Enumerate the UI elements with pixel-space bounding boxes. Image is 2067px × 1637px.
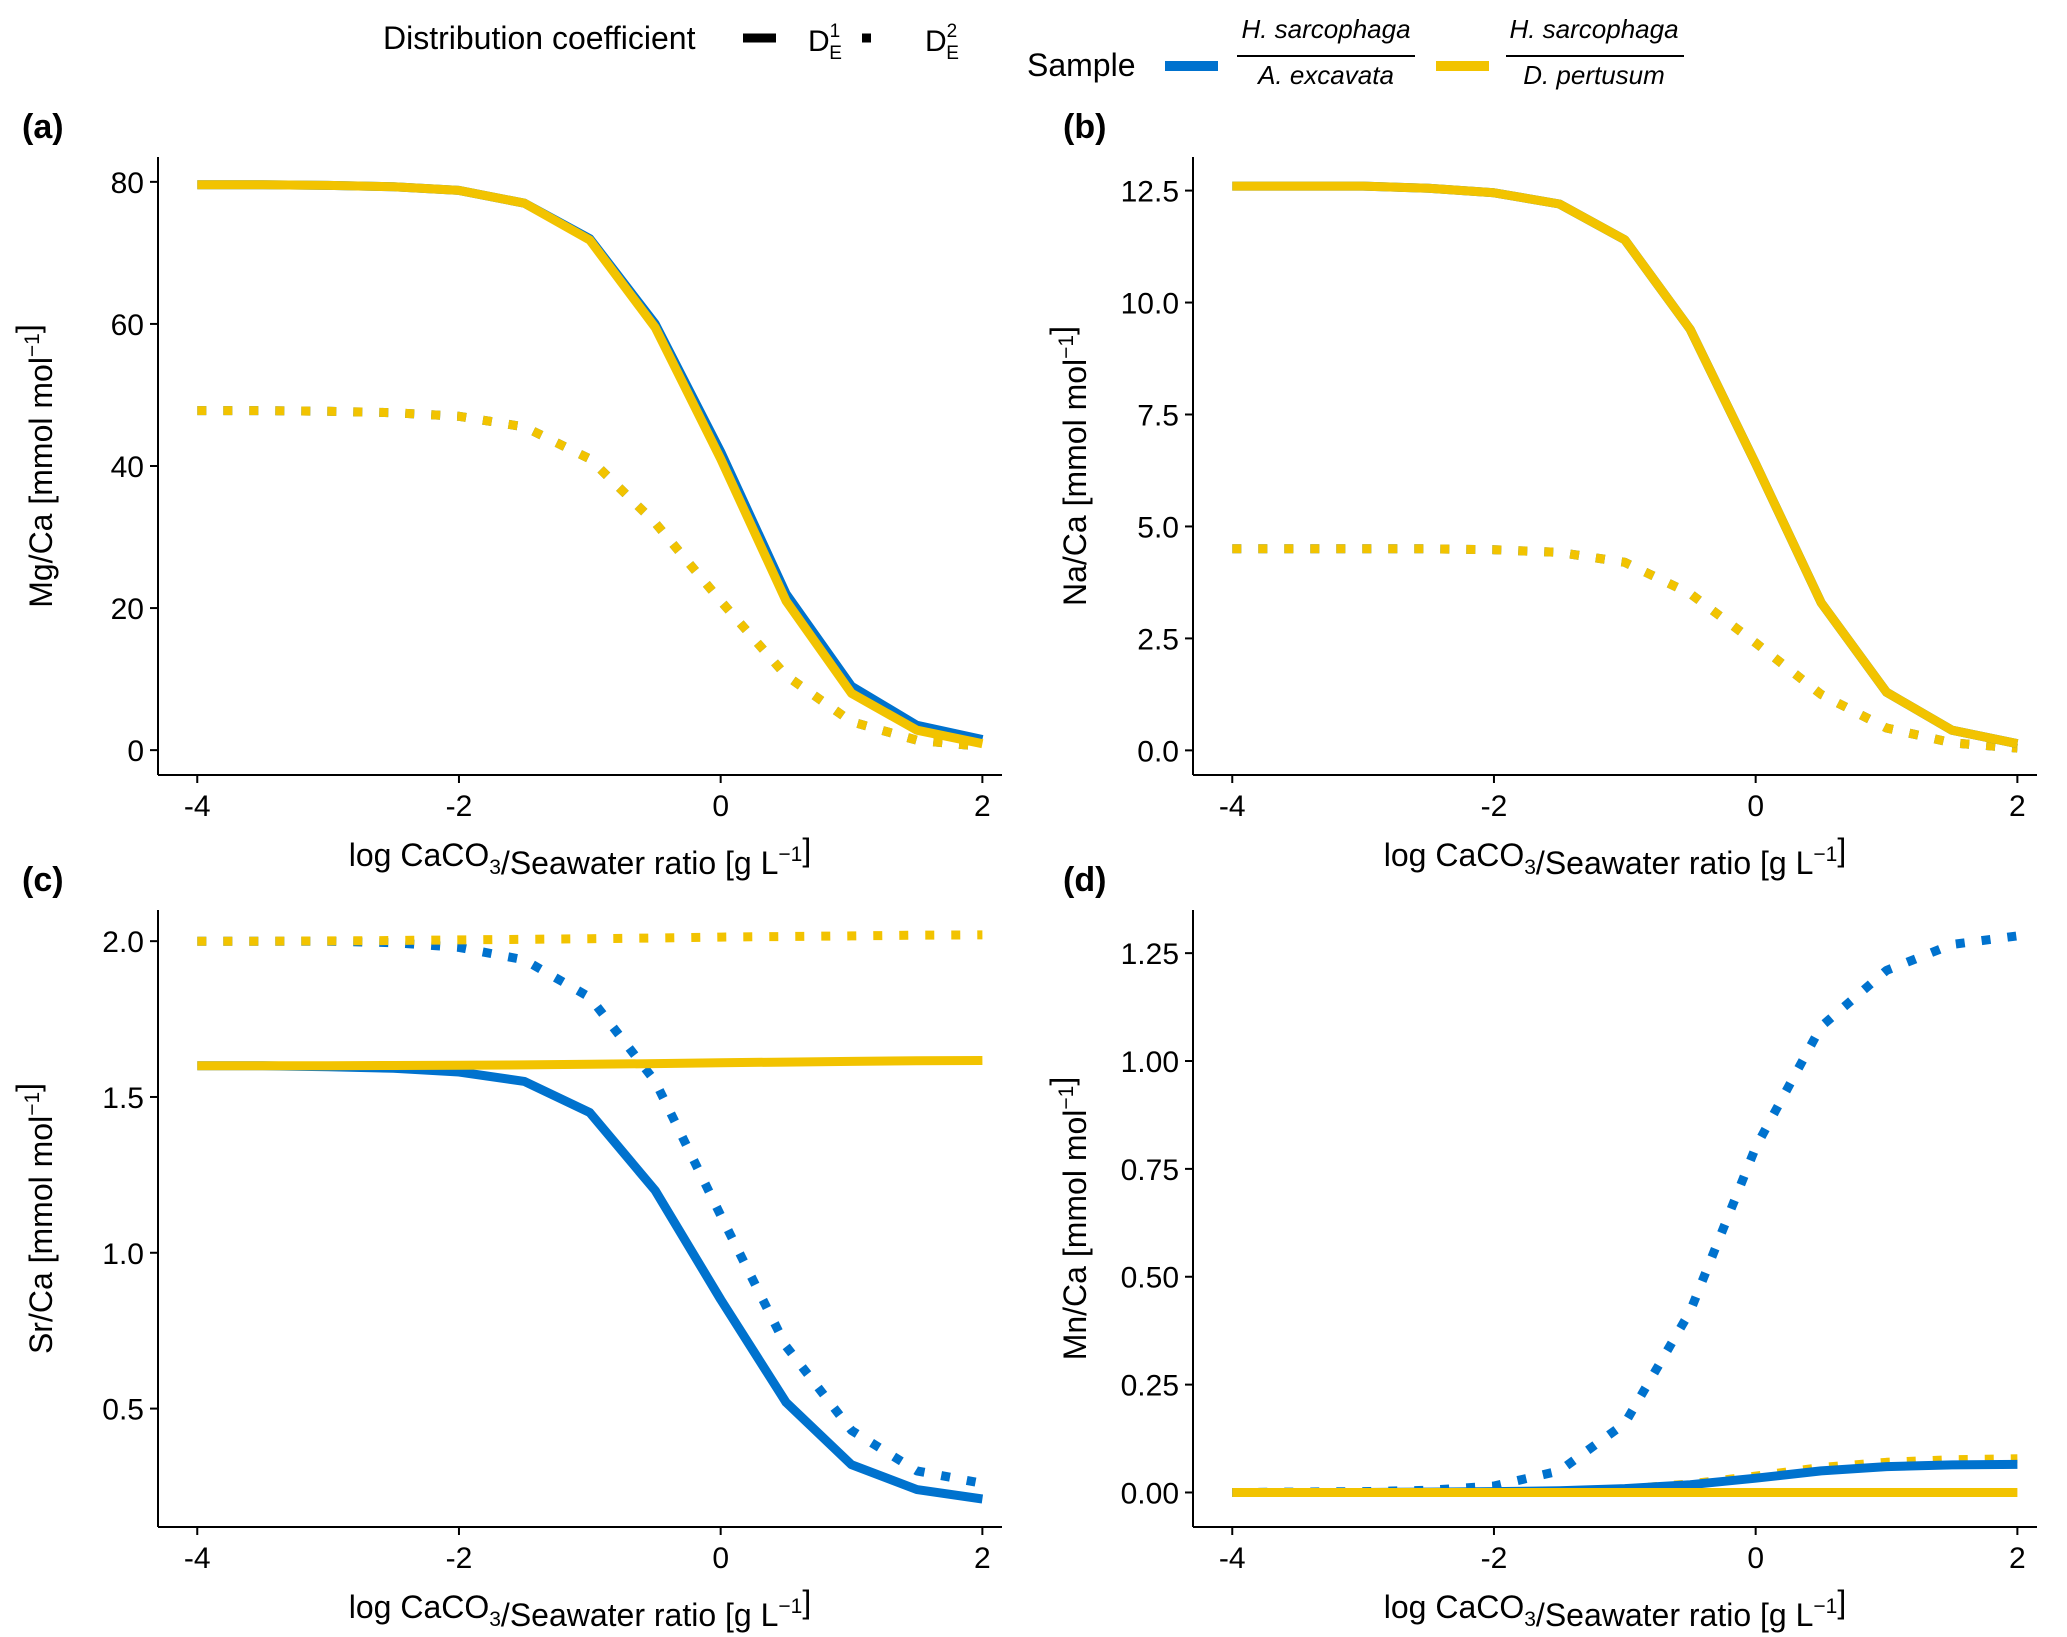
x-tick-label: -4 xyxy=(184,1542,211,1575)
y-tick-label: 1.5 xyxy=(102,1082,144,1115)
x-axis-title: log CaCO3/Seawater ratio [g L−1] xyxy=(349,1584,812,1633)
y-axis-title: Sr/Ca [mmol mol−1] xyxy=(10,1083,59,1354)
x-tick-label: -2 xyxy=(446,790,473,823)
legend-sample: Sample H. sarcophaga A. excavata H. sarc… xyxy=(1027,14,1684,90)
y-tick-label: 10.0 xyxy=(1121,288,1179,321)
series-line-blue-d1 xyxy=(1232,181,2019,749)
y-tick-label: 0.75 xyxy=(1121,1154,1179,1187)
series-line-blue-d2 xyxy=(197,936,984,1488)
x-tick-label: 2 xyxy=(2009,1542,2026,1575)
x-tick-label: -2 xyxy=(446,1542,473,1575)
series-line-blue-d2 xyxy=(1232,544,2018,753)
y-tick-label: 12.5 xyxy=(1121,176,1179,209)
legend-blue-denominator: A. excavata xyxy=(1256,60,1394,90)
x-tick-label: 2 xyxy=(974,1542,991,1575)
legend-d1-label: D1 E xyxy=(808,21,842,64)
y-tick-label: 0.00 xyxy=(1121,1477,1179,1510)
legend-distribution-title: Distribution coefficient xyxy=(383,20,696,56)
series-line-gold-d2 xyxy=(197,930,983,946)
legend-distribution: Distribution coefficient D1 E D2 E xyxy=(383,20,959,64)
legend-gold-numerator: H. sarcophaga xyxy=(1509,14,1678,44)
y-tick-label: 40 xyxy=(111,451,144,484)
y-tick-label: 1.25 xyxy=(1121,938,1179,971)
panel-d: (d) 0.00 0.25 0.50 0.75 1.00 1.25 -4 -2 0 2 log CaC… xyxy=(1044,861,2037,1633)
panel-tag: (a) xyxy=(22,108,64,146)
y-tick-label: 60 xyxy=(111,309,144,342)
legend-sample-title: Sample xyxy=(1027,47,1136,83)
y-tick-label: 5.0 xyxy=(1137,511,1179,544)
y-axis-title: Na/Ca [mmol mol−1] xyxy=(1044,326,1093,606)
y-tick-label: 0.50 xyxy=(1121,1262,1179,1295)
y-tick-label: 1.00 xyxy=(1121,1046,1179,1079)
y-tick-label: 7.5 xyxy=(1137,400,1179,433)
legend-blue-numerator: H. sarcophaga xyxy=(1241,14,1410,44)
series-line-gold-d1 xyxy=(197,180,984,749)
y-tick-label: 0.0 xyxy=(1137,735,1179,768)
x-axis-title: log CaCO3/Seawater ratio [g L−1] xyxy=(1384,832,1847,881)
x-tick-label: -2 xyxy=(1481,790,1508,823)
y-tick-label: 20 xyxy=(111,593,144,626)
series-line-gold-d1 xyxy=(197,1056,983,1071)
series-line-blue-d2 xyxy=(1232,931,2018,1497)
x-tick-label: -4 xyxy=(184,790,211,823)
panel-tag: (c) xyxy=(22,861,64,899)
series-line-blue-d1 xyxy=(197,1061,984,1504)
series-line-gold-d2 xyxy=(197,406,983,752)
x-tick-label: 0 xyxy=(712,1542,729,1575)
x-axis-title: log CaCO3/Seawater ratio [g L−1] xyxy=(1384,1584,1847,1633)
panel-tag: (d) xyxy=(1063,861,1106,899)
x-tick-label: 0 xyxy=(1747,1542,1764,1575)
x-tick-label: -4 xyxy=(1219,790,1246,823)
y-tick-label: 2.5 xyxy=(1137,623,1179,656)
x-tick-label: 2 xyxy=(2009,790,2026,823)
y-tick-label: 0 xyxy=(127,735,144,768)
y-axis-title: Mg/Ca [mmol mol−1] xyxy=(10,324,59,608)
series-line-blue-d1 xyxy=(197,180,984,744)
y-tick-label: 0.25 xyxy=(1121,1370,1179,1403)
x-tick-label: -4 xyxy=(1219,1542,1246,1575)
y-tick-label: 0.5 xyxy=(102,1394,144,1427)
y-tick-label: 2.0 xyxy=(102,926,144,959)
panel-c: (c) 0.5 1.0 1.5 2.0 -4 -2 0 2 log CaCO3/Seawater … xyxy=(10,861,1002,1633)
panel-a: (a) 0 20 40 60 80 -4 -2 0 2 log CaCO3/Seawater rat… xyxy=(10,108,1002,881)
x-axis-title: log CaCO3/Seawater ratio [g L−1] xyxy=(349,832,812,881)
y-tick-label: 1.0 xyxy=(102,1238,144,1271)
x-tick-label: 2 xyxy=(974,790,991,823)
series-line-gold-d1 xyxy=(1232,181,2019,749)
legend-d2-label: D2 E xyxy=(925,21,959,64)
series-line-gold-d2 xyxy=(1232,544,2018,753)
y-axis-title: Mn/Ca [mmol mol−1] xyxy=(1044,1077,1093,1361)
x-tick-label: -2 xyxy=(1481,1542,1508,1575)
x-tick-label: 0 xyxy=(1747,790,1764,823)
panel-tag: (b) xyxy=(1063,108,1106,146)
y-tick-label: 80 xyxy=(111,167,144,200)
legend-gold-denominator: D. pertusum xyxy=(1523,60,1665,90)
x-tick-label: 0 xyxy=(712,790,729,823)
panel-b: (b) 0.0 2.5 5.0 7.5 10.0 12.5 -4 -2 0 2 log CaCO3/S… xyxy=(1044,108,2037,881)
